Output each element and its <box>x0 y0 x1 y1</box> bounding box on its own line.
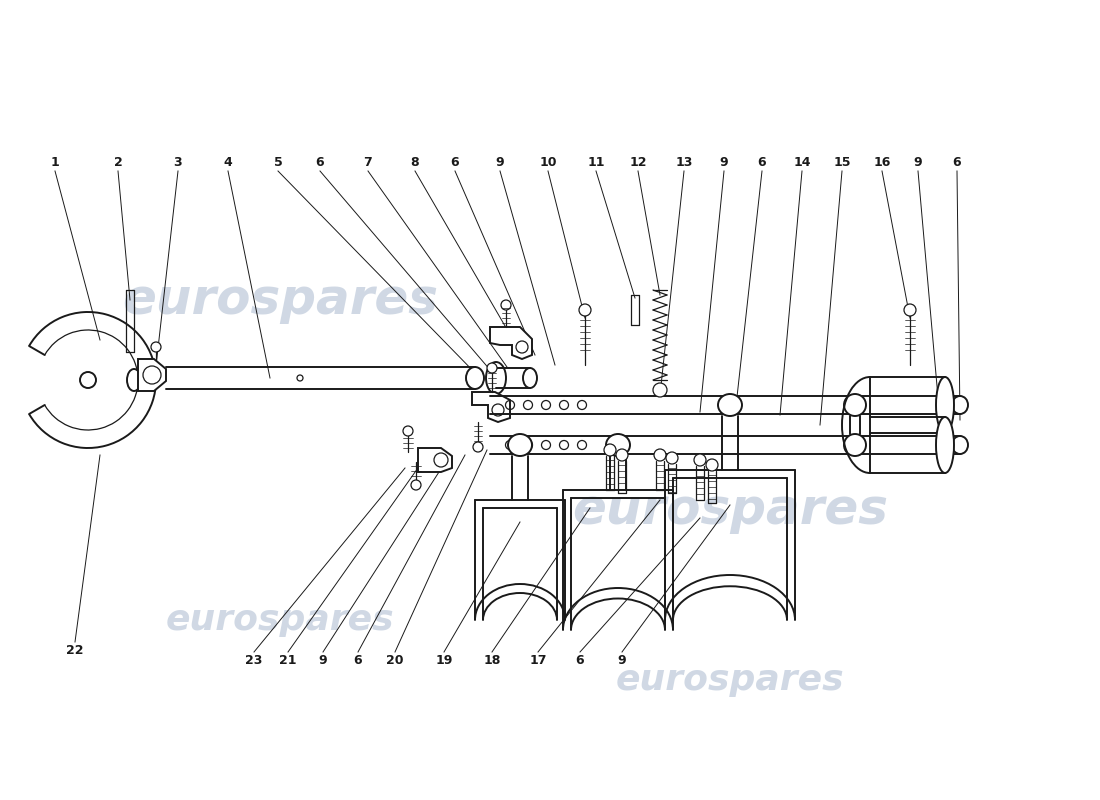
Circle shape <box>434 453 448 467</box>
Text: 6: 6 <box>451 157 460 170</box>
Polygon shape <box>418 448 452 472</box>
Text: 2: 2 <box>113 157 122 170</box>
Circle shape <box>80 372 96 388</box>
Ellipse shape <box>952 396 968 414</box>
Text: 9: 9 <box>319 654 328 666</box>
Circle shape <box>706 459 718 471</box>
Text: 15: 15 <box>834 157 850 170</box>
Ellipse shape <box>952 436 968 454</box>
Text: 7: 7 <box>364 157 373 170</box>
Circle shape <box>694 454 706 466</box>
Text: 1: 1 <box>51 157 59 170</box>
Polygon shape <box>138 359 166 391</box>
Text: eurospares: eurospares <box>122 276 438 324</box>
Circle shape <box>904 304 916 316</box>
Ellipse shape <box>508 434 532 456</box>
Polygon shape <box>472 392 510 422</box>
Text: 6: 6 <box>758 157 767 170</box>
Circle shape <box>500 300 512 310</box>
Text: 5: 5 <box>274 157 283 170</box>
Circle shape <box>473 442 483 452</box>
Text: 6: 6 <box>354 654 362 666</box>
Text: 17: 17 <box>529 654 547 666</box>
Ellipse shape <box>606 434 630 456</box>
Ellipse shape <box>844 434 866 456</box>
Circle shape <box>151 342 161 352</box>
Circle shape <box>411 480 421 490</box>
Text: 22: 22 <box>66 643 84 657</box>
Circle shape <box>579 304 591 316</box>
Text: 6: 6 <box>316 157 324 170</box>
Text: 11: 11 <box>587 157 605 170</box>
Text: 23: 23 <box>245 654 263 666</box>
Text: 8: 8 <box>410 157 419 170</box>
Ellipse shape <box>466 367 484 389</box>
Circle shape <box>666 452 678 464</box>
Circle shape <box>654 449 666 461</box>
Text: 9: 9 <box>914 157 922 170</box>
Circle shape <box>403 426 412 436</box>
Text: 9: 9 <box>496 157 504 170</box>
Ellipse shape <box>844 394 866 416</box>
Text: 16: 16 <box>873 157 891 170</box>
Ellipse shape <box>936 377 954 433</box>
Circle shape <box>516 341 528 353</box>
Text: eurospares: eurospares <box>166 603 394 637</box>
Text: 4: 4 <box>223 157 232 170</box>
Ellipse shape <box>718 394 743 416</box>
Circle shape <box>487 363 497 373</box>
Text: 9: 9 <box>618 654 626 666</box>
Text: 3: 3 <box>174 157 183 170</box>
Text: 10: 10 <box>539 157 557 170</box>
Text: 14: 14 <box>793 157 811 170</box>
Text: eurospares: eurospares <box>616 663 845 697</box>
Text: eurospares: eurospares <box>572 486 888 534</box>
Text: 9: 9 <box>719 157 728 170</box>
Ellipse shape <box>126 369 141 391</box>
Circle shape <box>492 404 504 416</box>
Circle shape <box>653 383 667 397</box>
Text: 20: 20 <box>386 654 404 666</box>
Ellipse shape <box>486 362 506 394</box>
Circle shape <box>616 449 628 461</box>
Polygon shape <box>490 327 532 359</box>
Text: 21: 21 <box>279 654 297 666</box>
Text: 12: 12 <box>629 157 647 170</box>
Ellipse shape <box>522 368 537 388</box>
Ellipse shape <box>936 417 954 473</box>
Circle shape <box>143 366 161 384</box>
Text: 6: 6 <box>575 654 584 666</box>
Text: 18: 18 <box>483 654 500 666</box>
Circle shape <box>297 375 302 381</box>
Text: 6: 6 <box>953 157 961 170</box>
Text: 19: 19 <box>436 654 453 666</box>
Circle shape <box>604 444 616 456</box>
Text: 13: 13 <box>675 157 693 170</box>
